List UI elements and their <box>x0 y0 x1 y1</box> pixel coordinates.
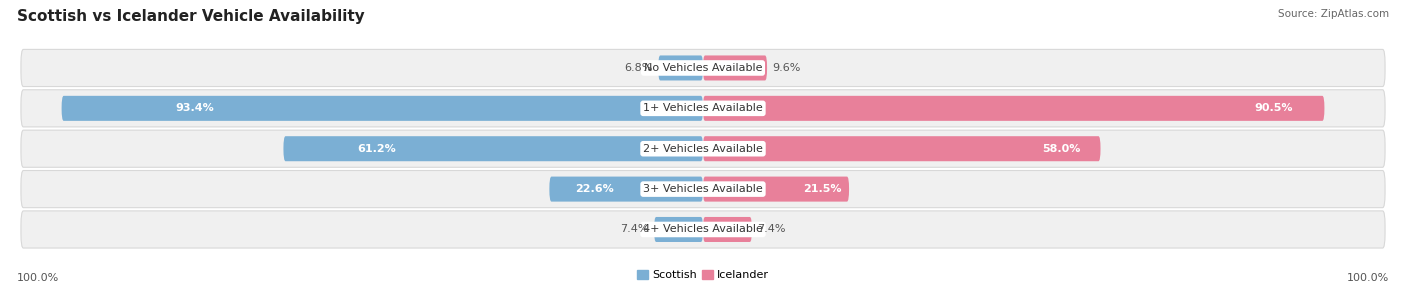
Text: Source: ZipAtlas.com: Source: ZipAtlas.com <box>1278 9 1389 19</box>
Text: 100.0%: 100.0% <box>1347 273 1389 283</box>
FancyBboxPatch shape <box>703 176 849 202</box>
Text: Scottish vs Icelander Vehicle Availability: Scottish vs Icelander Vehicle Availabili… <box>17 9 364 23</box>
FancyBboxPatch shape <box>703 96 1324 121</box>
Text: No Vehicles Available: No Vehicles Available <box>644 63 762 73</box>
FancyBboxPatch shape <box>654 217 703 242</box>
Text: 2+ Vehicles Available: 2+ Vehicles Available <box>643 144 763 154</box>
Text: 93.4%: 93.4% <box>176 103 214 113</box>
Text: 100.0%: 100.0% <box>17 273 59 283</box>
FancyBboxPatch shape <box>21 211 1385 248</box>
FancyBboxPatch shape <box>284 136 703 161</box>
FancyBboxPatch shape <box>703 217 752 242</box>
Text: 9.6%: 9.6% <box>772 63 801 73</box>
FancyBboxPatch shape <box>21 90 1385 127</box>
Legend: Scottish, Icelander: Scottish, Icelander <box>637 270 769 281</box>
Text: 7.4%: 7.4% <box>758 225 786 235</box>
FancyBboxPatch shape <box>62 96 703 121</box>
Text: 90.5%: 90.5% <box>1254 103 1294 113</box>
Text: 58.0%: 58.0% <box>1042 144 1081 154</box>
Text: 1+ Vehicles Available: 1+ Vehicles Available <box>643 103 763 113</box>
Text: 6.8%: 6.8% <box>624 63 652 73</box>
Text: 22.6%: 22.6% <box>575 184 614 194</box>
FancyBboxPatch shape <box>21 130 1385 167</box>
Text: 7.4%: 7.4% <box>620 225 648 235</box>
FancyBboxPatch shape <box>703 136 1101 161</box>
Text: 4+ Vehicles Available: 4+ Vehicles Available <box>643 225 763 235</box>
FancyBboxPatch shape <box>550 176 703 202</box>
FancyBboxPatch shape <box>658 55 703 80</box>
FancyBboxPatch shape <box>703 55 768 80</box>
Text: 61.2%: 61.2% <box>357 144 396 154</box>
FancyBboxPatch shape <box>21 170 1385 208</box>
Text: 21.5%: 21.5% <box>803 184 842 194</box>
Text: 3+ Vehicles Available: 3+ Vehicles Available <box>643 184 763 194</box>
FancyBboxPatch shape <box>21 49 1385 87</box>
